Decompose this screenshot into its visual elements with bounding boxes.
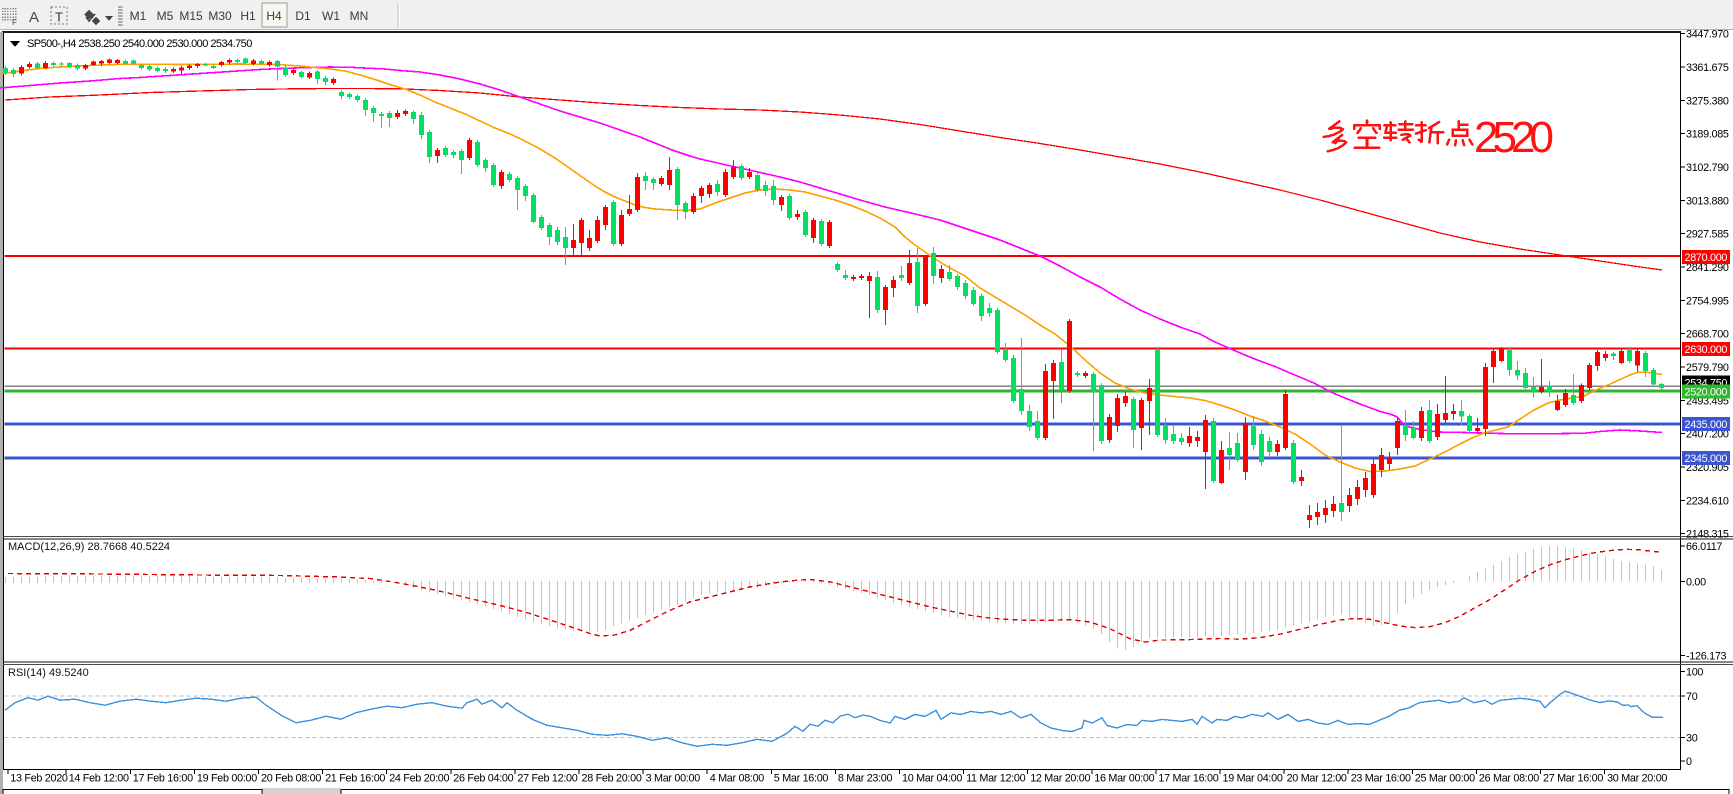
svg-text:23 Mar 16:00: 23 Mar 16:00 bbox=[1351, 773, 1411, 785]
svg-text:14 Feb 12:00: 14 Feb 12:00 bbox=[69, 773, 129, 785]
svg-text:100: 100 bbox=[1686, 667, 1703, 679]
svg-text:11 Mar 12:00: 11 Mar 12:00 bbox=[966, 773, 1026, 785]
svg-text:12 Mar 20:00: 12 Mar 20:00 bbox=[1030, 773, 1090, 785]
svg-text:2668.700: 2668.700 bbox=[1686, 329, 1729, 341]
svg-text:3275.380: 3275.380 bbox=[1686, 95, 1729, 107]
svg-text:24 Feb 20:00: 24 Feb 20:00 bbox=[389, 773, 449, 785]
svg-text:2345.000: 2345.000 bbox=[1685, 453, 1728, 465]
svg-text:19 Feb 00:00: 19 Feb 00:00 bbox=[197, 773, 257, 785]
svg-text:66.0117: 66.0117 bbox=[1686, 541, 1722, 553]
svg-text:27 Mar 16:00: 27 Mar 16:00 bbox=[1543, 773, 1603, 785]
svg-text:26 Feb 04:00: 26 Feb 04:00 bbox=[453, 773, 513, 785]
svg-text:20 Mar 12:00: 20 Mar 12:00 bbox=[1287, 773, 1347, 785]
svg-text:17 Mar 16:00: 17 Mar 16:00 bbox=[1158, 773, 1218, 785]
svg-text:30: 30 bbox=[1686, 733, 1698, 745]
svg-text:2407.200: 2407.200 bbox=[1686, 429, 1729, 441]
svg-text:20 Feb 08:00: 20 Feb 08:00 bbox=[261, 773, 321, 785]
svg-text:26 Mar 08:00: 26 Mar 08:00 bbox=[1479, 773, 1539, 785]
svg-text:H4: H4 bbox=[266, 9, 282, 23]
svg-text:T: T bbox=[55, 10, 63, 25]
svg-text:3361.675: 3361.675 bbox=[1686, 62, 1729, 74]
svg-text:70: 70 bbox=[1686, 691, 1698, 703]
svg-text:M1: M1 bbox=[130, 9, 147, 23]
svg-text:A: A bbox=[29, 9, 39, 26]
svg-text:W1: W1 bbox=[322, 9, 340, 23]
svg-text:2927.585: 2927.585 bbox=[1686, 229, 1729, 241]
svg-text:19 Mar 04:00: 19 Mar 04:00 bbox=[1223, 773, 1283, 785]
svg-text:H1: H1 bbox=[240, 9, 256, 23]
svg-text:2579.790: 2579.790 bbox=[1686, 362, 1729, 374]
svg-text:M5: M5 bbox=[157, 9, 174, 23]
svg-text:3189.085: 3189.085 bbox=[1686, 129, 1729, 141]
svg-text:2148.315: 2148.315 bbox=[1686, 529, 1729, 541]
svg-text:0: 0 bbox=[1686, 756, 1692, 768]
svg-text:2754.995: 2754.995 bbox=[1686, 295, 1729, 307]
svg-text:-126.173: -126.173 bbox=[1686, 650, 1727, 662]
svg-text:3013.880: 3013.880 bbox=[1686, 195, 1729, 207]
svg-text:2520.000: 2520.000 bbox=[1685, 387, 1728, 399]
svg-text:30 Mar 20:00: 30 Mar 20:00 bbox=[1607, 773, 1667, 785]
svg-text:16 Mar 00:00: 16 Mar 00:00 bbox=[1094, 773, 1154, 785]
svg-text:27 Feb 12:00: 27 Feb 12:00 bbox=[517, 773, 577, 785]
svg-text:2630.000: 2630.000 bbox=[1685, 344, 1728, 356]
svg-text:M15: M15 bbox=[179, 9, 203, 23]
svg-text:SP500-,H4 2538.250 2540.000 2: SP500-,H4 2538.250 2540.000 2530.000 253… bbox=[27, 38, 252, 50]
svg-text:10 Mar 04:00: 10 Mar 04:00 bbox=[902, 773, 962, 785]
svg-text:2435.000: 2435.000 bbox=[1685, 419, 1728, 431]
svg-text:17 Feb 16:00: 17 Feb 16:00 bbox=[133, 773, 193, 785]
svg-text:13 Feb 2020: 13 Feb 2020 bbox=[10, 773, 68, 785]
svg-text:D1: D1 bbox=[295, 9, 311, 23]
svg-text:M30: M30 bbox=[208, 9, 232, 23]
svg-text:RSI(14) 49.5240: RSI(14) 49.5240 bbox=[8, 667, 89, 679]
svg-text:F: F bbox=[12, 18, 17, 27]
svg-text:3447.970: 3447.970 bbox=[1686, 29, 1729, 41]
svg-text:2870.000: 2870.000 bbox=[1685, 252, 1728, 264]
svg-text:5 Mar 16:00: 5 Mar 16:00 bbox=[774, 773, 829, 785]
svg-text:28 Feb 20:00: 28 Feb 20:00 bbox=[582, 773, 642, 785]
svg-text:2841.290: 2841.290 bbox=[1686, 262, 1729, 274]
svg-text:2234.610: 2234.610 bbox=[1686, 495, 1729, 507]
svg-text:21 Feb 16:00: 21 Feb 16:00 bbox=[325, 773, 385, 785]
svg-text:2520: 2520 bbox=[1474, 113, 1554, 162]
svg-text:4 Mar 08:00: 4 Mar 08:00 bbox=[710, 773, 765, 785]
svg-text:3 Mar 00:00: 3 Mar 00:00 bbox=[646, 773, 701, 785]
svg-text:25 Mar 00:00: 25 Mar 00:00 bbox=[1415, 773, 1475, 785]
svg-text:MACD(12,26,9) 28.7668 40.5224: MACD(12,26,9) 28.7668 40.5224 bbox=[8, 541, 170, 553]
svg-text:0.00: 0.00 bbox=[1686, 576, 1706, 588]
svg-text:8 Mar 23:00: 8 Mar 23:00 bbox=[838, 773, 893, 785]
svg-text:MN: MN bbox=[350, 9, 369, 23]
svg-text:3102.790: 3102.790 bbox=[1686, 162, 1729, 174]
